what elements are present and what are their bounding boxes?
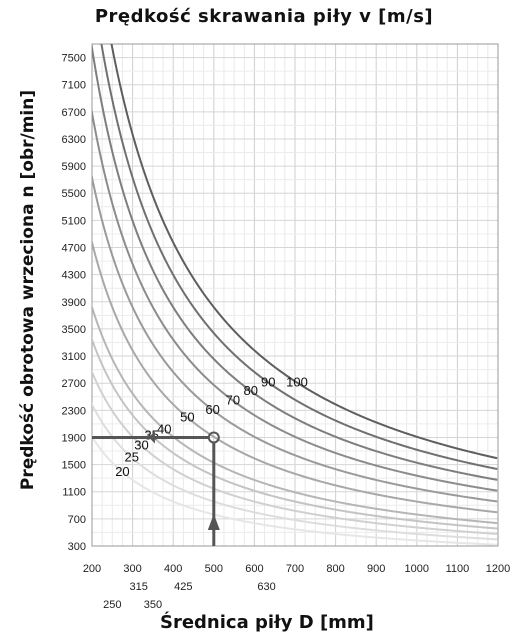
- y-tick-label: 1900: [62, 432, 86, 444]
- y-tick-label: 3900: [62, 297, 86, 309]
- curve-v-100: [110, 44, 498, 460]
- curve-v-40: [92, 303, 498, 525]
- example-left-arrowhead: [148, 431, 155, 444]
- y-tick-label: 1100: [62, 487, 86, 499]
- y-tick-label: 4300: [62, 270, 86, 282]
- x-tick-label: 250: [103, 599, 121, 611]
- curve-v-80: [92, 44, 498, 481]
- example-up-arrowhead: [207, 514, 220, 530]
- x-tick-label: 500: [205, 563, 223, 575]
- y-tick-label: 5900: [62, 161, 86, 173]
- x-tick-label: 800: [326, 563, 344, 575]
- x-axis-title: Średnica piły D [mm]: [160, 612, 374, 633]
- curve-v-90: [100, 44, 498, 471]
- y-tick-label: 2700: [62, 378, 86, 390]
- curve-v-20: [92, 434, 498, 546]
- curve-label-v-20: 20: [115, 464, 129, 479]
- y-tick-label: 3100: [62, 351, 86, 363]
- curve-label-v-40: 40: [157, 421, 171, 436]
- y-tick-label: 1500: [62, 460, 86, 472]
- curve-v-60: [92, 172, 498, 503]
- y-tick-label: 7100: [62, 80, 86, 92]
- y-tick-label: 2300: [62, 405, 86, 417]
- curve-label-v-50: 50: [180, 409, 194, 424]
- curve-label-v-60: 60: [205, 402, 219, 417]
- curve-label-v-25: 25: [125, 450, 139, 465]
- x-tick-label: 700: [286, 563, 304, 575]
- x-tick-label: 350: [144, 599, 162, 611]
- x-tick-label: 315: [130, 581, 148, 593]
- x-tick-label: 1200: [486, 563, 510, 575]
- x-tick-label: 300: [123, 563, 141, 575]
- y-tick-label: 300: [68, 541, 86, 553]
- curve-v-30: [92, 369, 498, 535]
- curve-v-70: [92, 107, 498, 492]
- chart-title: Prędkość skrawania piły v [m/s]: [94, 6, 434, 27]
- x-tick-label: 1000: [405, 563, 429, 575]
- x-tick-label: 600: [245, 563, 263, 575]
- y-tick-label: 6700: [62, 107, 86, 119]
- x-tick-label: 900: [367, 563, 385, 575]
- y-tick-label: 4700: [62, 243, 86, 255]
- x-tick-label: 200: [83, 563, 101, 575]
- curve-v-50: [92, 238, 498, 514]
- curve-label-v-100: 100: [286, 375, 308, 390]
- x-tick-label: 630: [257, 581, 275, 593]
- curve-label-v-30: 30: [134, 438, 148, 453]
- y-tick-label: 5100: [62, 215, 86, 227]
- curve-label-v-90: 90: [261, 374, 275, 389]
- x-tick-label: 425: [174, 581, 192, 593]
- y-tick-label: 700: [68, 514, 86, 526]
- y-tick-label: 5500: [62, 188, 86, 200]
- y-tick-label: 7500: [62, 53, 86, 65]
- curve-v-25: [92, 402, 498, 541]
- x-tick-label: 400: [164, 563, 182, 575]
- y-tick-label: 3500: [62, 324, 86, 336]
- curve-v-35: [92, 336, 498, 530]
- curve-label-v-70: 70: [226, 393, 240, 408]
- example-point-marker: [207, 431, 220, 444]
- x-tick-label: 1100: [446, 563, 470, 575]
- curve-label-v-80: 80: [244, 383, 258, 398]
- y-tick-label: 6300: [62, 134, 86, 146]
- plot-border: [91, 43, 499, 547]
